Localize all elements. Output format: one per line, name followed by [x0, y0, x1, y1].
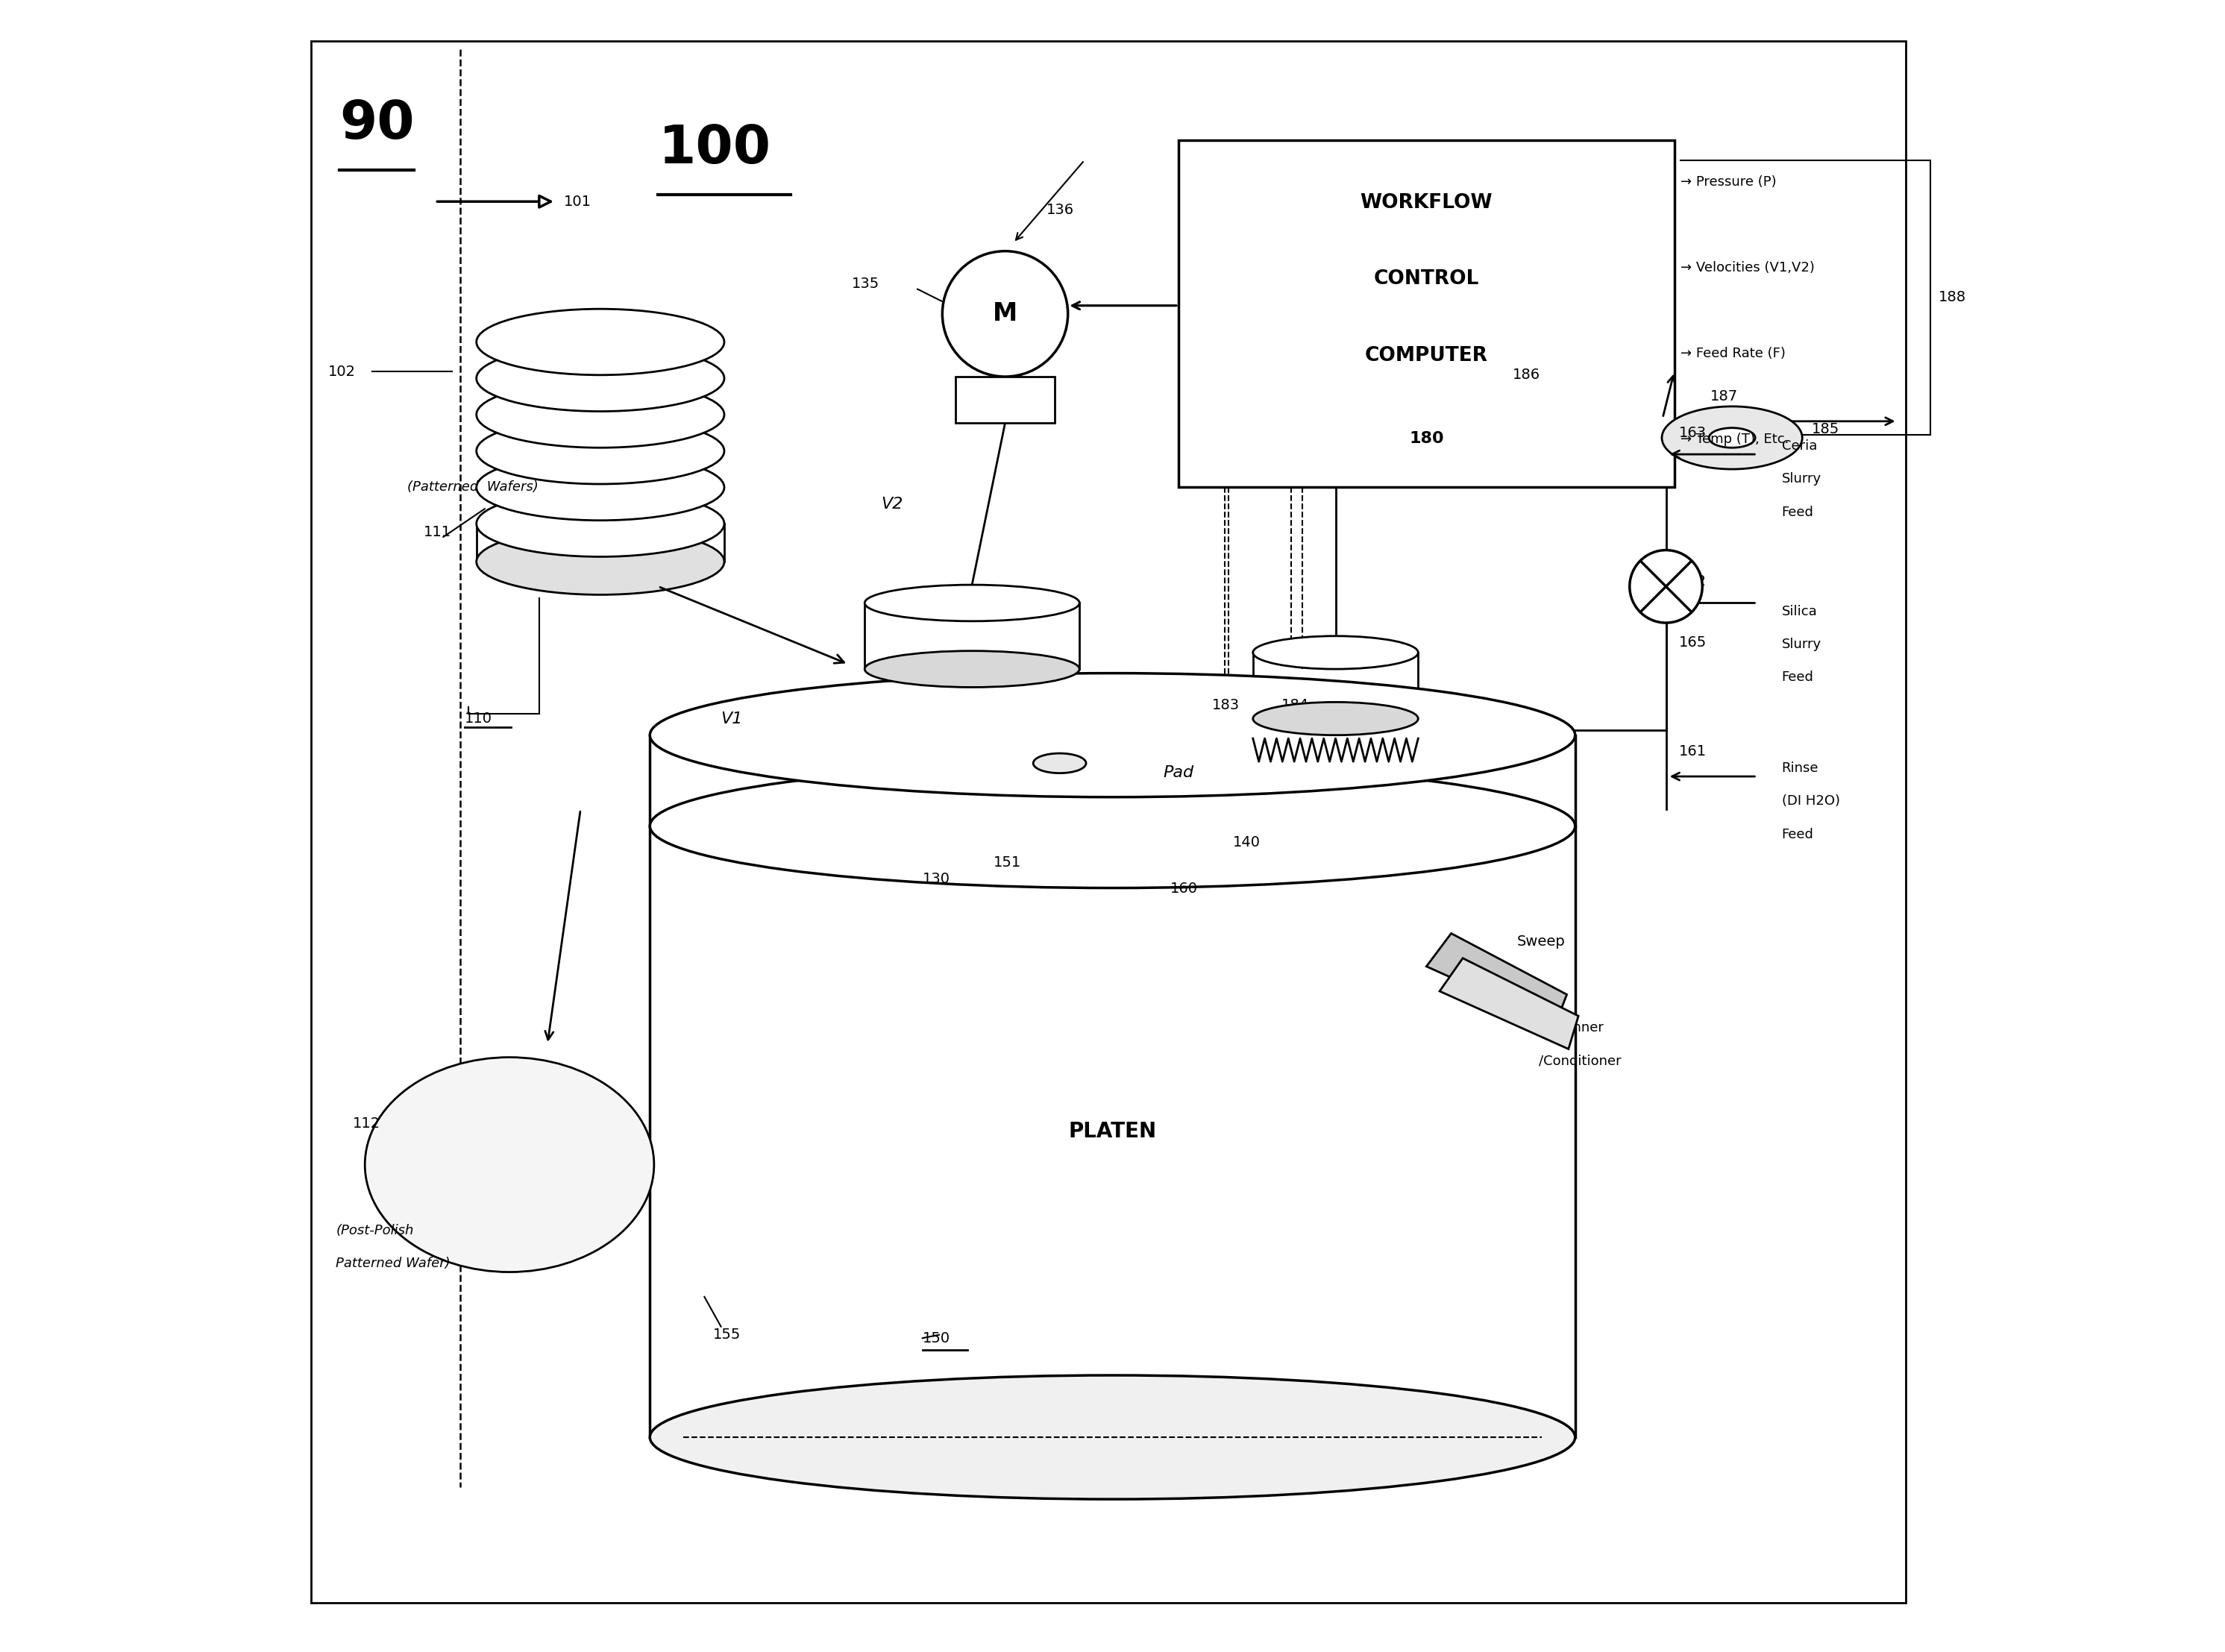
Ellipse shape	[866, 651, 1079, 687]
Text: /Conditioner: /Conditioner	[1540, 1054, 1622, 1067]
Circle shape	[1629, 550, 1702, 623]
Text: Slurry: Slurry	[1782, 638, 1822, 651]
Ellipse shape	[1253, 702, 1417, 735]
Text: Feed: Feed	[1782, 506, 1813, 519]
Text: 90: 90	[338, 97, 414, 150]
Text: Roughner: Roughner	[1540, 1021, 1604, 1034]
Text: V1: V1	[721, 710, 743, 727]
Text: 136: 136	[1046, 203, 1075, 216]
Ellipse shape	[365, 1057, 654, 1272]
Text: 180: 180	[1408, 431, 1444, 446]
Bar	[955, 377, 1055, 423]
Text: V2: V2	[881, 496, 903, 512]
Text: PLATEN: PLATEN	[1068, 1122, 1157, 1142]
Ellipse shape	[650, 765, 1575, 889]
Text: Silica: Silica	[1782, 605, 1818, 618]
Ellipse shape	[476, 454, 725, 520]
Text: 183: 183	[1219, 720, 1248, 733]
Text: 102: 102	[327, 365, 356, 378]
Polygon shape	[1440, 958, 1578, 1049]
Text: → Temp (T), Etc.: → Temp (T), Etc.	[1680, 433, 1789, 446]
Text: 184: 184	[1282, 699, 1308, 712]
Text: 183: 183	[1213, 699, 1239, 712]
Text: (DI H2O): (DI H2O)	[1782, 795, 1840, 808]
Text: → Feed Rate (F): → Feed Rate (F)	[1680, 347, 1787, 360]
Text: 151: 151	[995, 856, 1021, 869]
Ellipse shape	[1032, 753, 1086, 773]
Text: → Velocities (V1,V2): → Velocities (V1,V2)	[1680, 261, 1816, 274]
Text: COMPUTER: COMPUTER	[1364, 345, 1489, 365]
Ellipse shape	[650, 674, 1575, 798]
Text: Feed: Feed	[1782, 828, 1813, 841]
Ellipse shape	[650, 1374, 1575, 1500]
Text: Pad: Pad	[1164, 765, 1195, 780]
Text: Feed: Feed	[1782, 671, 1813, 684]
Text: 187: 187	[1711, 390, 1738, 403]
Polygon shape	[1426, 933, 1566, 1024]
Text: Slurry: Slurry	[1782, 472, 1822, 486]
Text: 111: 111	[423, 525, 452, 539]
Text: 135: 135	[852, 278, 879, 291]
Text: 186: 186	[1513, 368, 1540, 382]
Text: 160: 160	[1170, 882, 1197, 895]
Ellipse shape	[476, 345, 725, 411]
Text: → Pressure (P): → Pressure (P)	[1680, 175, 1778, 188]
Ellipse shape	[476, 309, 725, 375]
Ellipse shape	[866, 585, 1079, 621]
Text: 101: 101	[563, 195, 592, 208]
Ellipse shape	[1662, 406, 1802, 469]
Text: 184: 184	[1297, 720, 1326, 733]
Text: 165: 165	[1680, 636, 1707, 649]
Text: Sweep: Sweep	[1517, 935, 1566, 948]
Text: 130: 130	[923, 872, 950, 885]
Text: (Patterned  Wafers): (Patterned Wafers)	[407, 481, 538, 494]
Text: WORKFLOW: WORKFLOW	[1359, 193, 1493, 213]
Text: 155: 155	[712, 1328, 741, 1341]
Bar	[1179, 140, 1673, 487]
Circle shape	[943, 251, 1068, 377]
Text: 100: 100	[659, 122, 770, 175]
Text: CONTROL: CONTROL	[1373, 269, 1480, 289]
Ellipse shape	[476, 491, 725, 557]
Text: M: M	[992, 302, 1017, 325]
Text: (Post-Polish: (Post-Polish	[336, 1224, 414, 1237]
Ellipse shape	[1709, 428, 1756, 448]
Text: 150: 150	[923, 1332, 950, 1345]
Text: 110: 110	[465, 712, 492, 725]
Text: 188: 188	[1938, 291, 1967, 304]
Text: Rinse: Rinse	[1782, 762, 1818, 775]
Text: 185: 185	[1811, 423, 1840, 436]
Text: 163: 163	[1680, 426, 1707, 439]
Text: 162: 162	[1680, 575, 1707, 588]
Text: Patterned Wafer): Patterned Wafer)	[336, 1257, 452, 1270]
Text: 112: 112	[352, 1117, 380, 1130]
Ellipse shape	[476, 418, 725, 484]
Ellipse shape	[476, 529, 725, 595]
Text: 140: 140	[1233, 836, 1262, 849]
Ellipse shape	[1253, 636, 1417, 669]
Ellipse shape	[476, 382, 725, 448]
Text: 161: 161	[1680, 745, 1707, 758]
Text: Ceria: Ceria	[1782, 439, 1818, 453]
